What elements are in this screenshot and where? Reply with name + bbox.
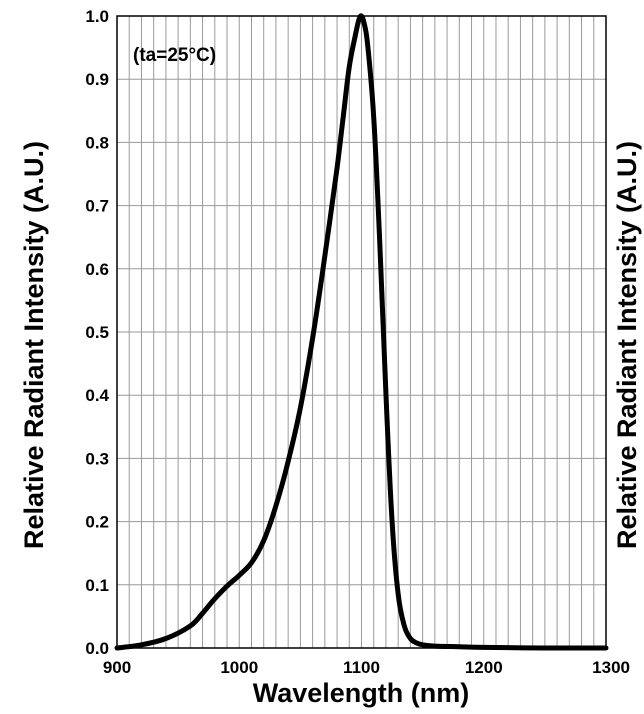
y-tick-label: 0.2 [85,513,109,532]
y-tick-label: 1.0 [85,7,109,26]
y-tick-label: 0.6 [85,260,109,279]
y-tick-label: 0.9 [85,70,109,89]
temperature-annotation: (ta=25°C) [133,45,216,66]
y-tick-label: 0.3 [85,449,109,468]
x-axis-title: Wavelength (nm) [253,678,470,708]
grid [117,16,606,648]
series-line [114,13,609,651]
y-tick-label: 0.8 [85,133,109,152]
x-tick-label: 1100 [343,658,380,677]
x-tick-label: 1200 [465,658,503,677]
x-axis-ticks: 900 1000 1100 1200 1300 [103,658,630,677]
x-tick-label: 1000 [220,658,258,677]
y-axis-title: Relative Radiant Intensity (A.U.) [19,141,49,549]
y-tick-label: 0.5 [85,323,109,342]
x-tick-label: 1300 [592,658,630,677]
y-tick-label: 0.7 [85,197,109,216]
plot-frame [116,15,607,649]
x-tick-label: 900 [103,658,131,677]
y-tick-label: 0.1 [85,576,109,595]
y-tick-label: 0.4 [85,386,109,405]
y-axis-title-right: Relative Radiant Intensity (A.U.) [612,141,642,549]
y-axis-ticks: 0.0 0.1 0.2 0.3 0.4 0.5 0.6 0.7 0.8 0.9 1.0 [85,7,109,658]
y-tick-label: 0.0 [85,639,109,658]
